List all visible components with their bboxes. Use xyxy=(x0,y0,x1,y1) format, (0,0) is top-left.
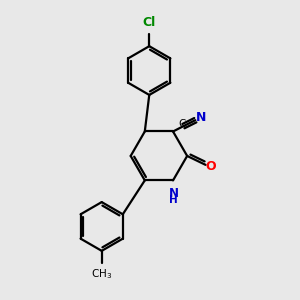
Text: Cl: Cl xyxy=(142,16,156,29)
Text: N: N xyxy=(169,187,178,200)
Text: CH$_3$: CH$_3$ xyxy=(91,267,112,281)
Text: C: C xyxy=(178,119,186,129)
Text: O: O xyxy=(206,160,216,173)
Text: N: N xyxy=(196,111,206,124)
Text: H: H xyxy=(169,195,178,205)
